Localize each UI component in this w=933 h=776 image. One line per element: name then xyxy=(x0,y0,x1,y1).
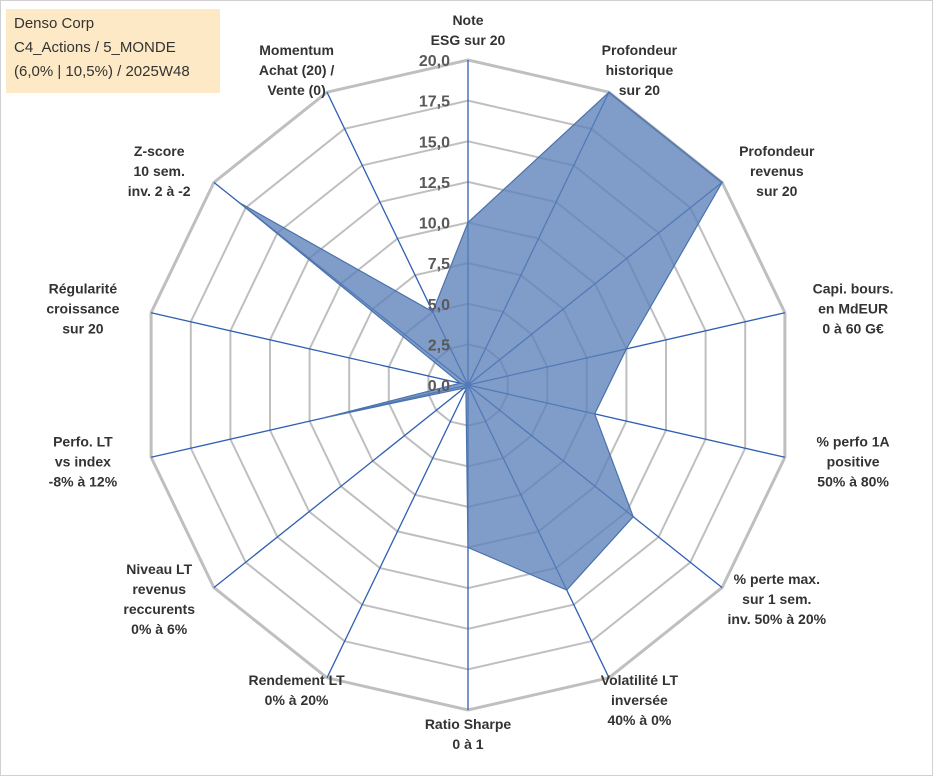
axis-label: ESG sur 20 xyxy=(431,32,506,48)
axis-label: Profondeur xyxy=(739,143,815,159)
data-point xyxy=(608,91,610,93)
axis-label: Momentum xyxy=(259,42,334,58)
axis-label: Achat (20) / xyxy=(259,62,335,78)
axis-label: Régularité xyxy=(49,281,118,297)
axis-label: Note xyxy=(452,12,483,28)
axis-label: Z-score xyxy=(134,143,185,159)
radar-axis-labels: Note ESG sur 20 Profondeur historique sur 20… xyxy=(46,12,893,752)
axis-label: 40% à 0% xyxy=(607,712,671,728)
data-point xyxy=(238,201,241,204)
axis-spoke xyxy=(213,384,469,589)
data-point xyxy=(324,416,327,419)
axis-label: 0 à 1 xyxy=(452,736,483,752)
axis-label: sur 20 xyxy=(619,82,660,98)
info-box: Denso Corp C4_Actions / 5_MONDE (6,0% | … xyxy=(6,9,220,93)
portfolio-path: C4_Actions / 5_MONDE xyxy=(14,39,176,56)
data-point xyxy=(721,181,723,184)
axis-label: Rendement LT xyxy=(248,672,345,688)
tick-label: 20,0 xyxy=(419,53,450,70)
axis-label: % perte max. xyxy=(734,571,820,587)
tick-label: 0,0 xyxy=(428,378,450,395)
axis-label: inversée xyxy=(611,692,668,708)
period-info: (6,0% | 10,5%) / 2025W48 xyxy=(14,63,190,80)
axis-label: 0% à 20% xyxy=(265,692,329,708)
data-point xyxy=(431,311,434,313)
axis-label: reccurents xyxy=(123,601,195,617)
axis-label: revenus xyxy=(132,581,186,597)
axis-label: Niveau LT xyxy=(126,561,192,577)
series-area xyxy=(238,91,723,591)
axis-label: Perfo. LT xyxy=(53,433,113,449)
axis-label: 50% à 80% xyxy=(817,473,889,489)
axis-spoke xyxy=(326,384,469,679)
axis-label: sur 20 xyxy=(62,321,103,337)
axis-label: 0% à 6% xyxy=(131,621,188,637)
data-point xyxy=(463,387,466,389)
axis-label: Volatilité LT xyxy=(601,672,679,688)
axis-label: croissance xyxy=(46,301,119,317)
data-point xyxy=(467,221,469,224)
axis-label: -8% à 12% xyxy=(49,473,118,489)
axis-label: Ratio Sharpe xyxy=(425,716,512,732)
data-point xyxy=(465,388,467,391)
tick-label: 15,0 xyxy=(419,134,450,151)
tick-label: 5,0 xyxy=(428,297,450,314)
tick-label: 10,0 xyxy=(419,216,450,233)
data-point xyxy=(632,515,634,518)
axis-label: positive xyxy=(827,453,880,469)
axis-label: vs index xyxy=(55,453,111,469)
tick-label: 7,5 xyxy=(428,256,450,273)
data-point xyxy=(625,348,628,350)
axis-label: Capi. bours. xyxy=(813,281,894,297)
axis-label: 10 sem. xyxy=(134,163,185,179)
axis-label: sur 20 xyxy=(756,183,797,199)
tick-label: 2,5 xyxy=(428,337,450,354)
axis-label: inv. 50% à 20% xyxy=(728,611,827,627)
company-name: Denso Corp xyxy=(14,15,95,32)
data-point xyxy=(467,546,469,549)
data-point xyxy=(459,382,461,385)
axis-label: Vente (0) xyxy=(267,82,325,98)
axis-label: revenus xyxy=(750,163,804,179)
radar-tick-labels: 0,0 2,5 5,0 7,5 10,0 12,5 15,0 17,5 20,0 xyxy=(419,53,450,395)
radar-series xyxy=(238,91,723,591)
data-point xyxy=(565,589,568,591)
axis-label: en MdEUR xyxy=(818,301,888,317)
data-point xyxy=(593,413,596,415)
axis-label: sur 1 sem. xyxy=(742,591,811,607)
tick-label: 17,5 xyxy=(419,94,450,111)
axis-label: Profondeur xyxy=(602,42,678,58)
axis-label: historique xyxy=(606,62,674,78)
tick-label: 12,5 xyxy=(419,175,450,192)
axis-label: 0 à 60 G€ xyxy=(822,321,884,337)
axis-label: inv. 2 à -2 xyxy=(128,183,191,199)
axis-label: % perfo 1A xyxy=(817,433,890,449)
axis-spoke xyxy=(150,312,469,386)
